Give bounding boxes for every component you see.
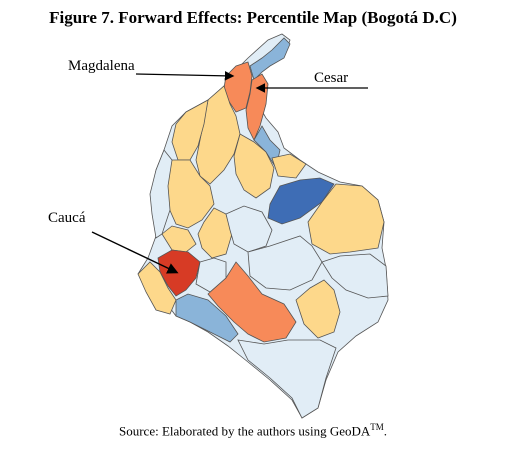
cauca-leader-line [91,231,179,274]
trademark-superscript: TM [370,422,384,432]
region-casanare [267,177,335,225]
region-choco [149,149,173,239]
region-meta [247,235,323,291]
region-arauca [271,153,307,179]
region-cundinamarca [225,205,273,253]
region-vichada [307,183,385,255]
region-guainia [295,279,341,339]
region-putumayo [175,293,239,343]
figure-title: Figure 7. Forward Effects: Percentile Ma… [49,8,457,27]
label-magdalena: Magdalena [68,58,135,74]
label-cesar: Cesar [314,70,348,86]
source-end: . [383,423,388,439]
region-cauca [157,249,201,297]
region-vaupes [321,253,389,299]
label-cauca: Caucá [48,210,86,226]
region-tolima [197,207,233,259]
source-text: Source: Elaborated by the authors using … [118,423,371,439]
region-amazonas [237,339,337,419]
region-santander [233,133,275,199]
magdalena-leader-line [135,71,235,81]
source-caption: Source: Elaborated by the authors using … [0,422,506,439]
region-caqueta [207,261,297,343]
